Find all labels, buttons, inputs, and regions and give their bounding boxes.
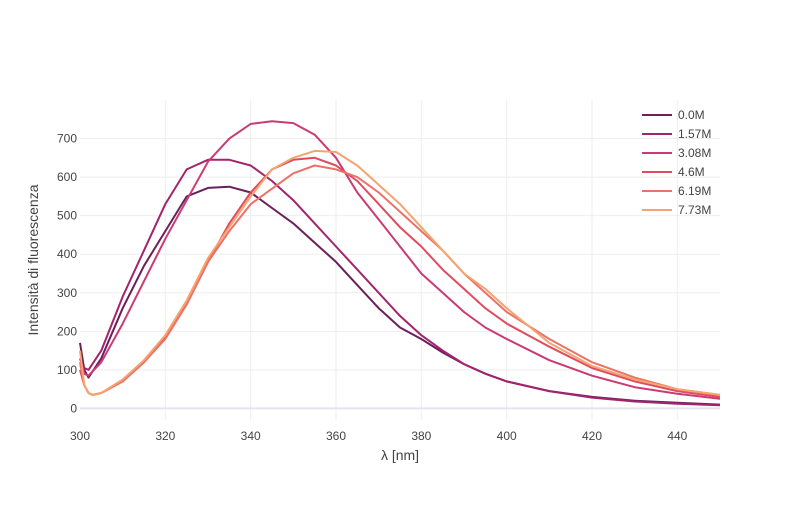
- series-line-5[interactable]: [79, 149, 721, 396]
- series-line-1[interactable]: [79, 158, 721, 407]
- y-tick-label: 0: [70, 401, 77, 415]
- legend-item[interactable]: 0.0M: [642, 108, 705, 122]
- y-tick-label: 500: [57, 209, 77, 223]
- series-lines: [79, 120, 721, 407]
- x-tick-label: 440: [667, 429, 687, 443]
- legend-label: 7.73M: [678, 203, 711, 217]
- grid-lines: [80, 100, 720, 420]
- y-tick-label: 700: [57, 132, 77, 146]
- series-line-4[interactable]: [79, 164, 721, 396]
- y-axis-label: Intensità di fluorescenza: [25, 184, 41, 335]
- y-tick-label: 400: [57, 247, 77, 261]
- legend-item[interactable]: 1.57M: [642, 127, 711, 141]
- x-tick-label: 340: [241, 429, 261, 443]
- legend-item[interactable]: 6.19M: [642, 184, 711, 198]
- x-tick-label: 420: [582, 429, 602, 443]
- x-tick-label: 320: [155, 429, 175, 443]
- legend[interactable]: 0.0M 1.57M 3.08M 4.6M 6.19M 7.73M: [642, 108, 711, 217]
- x-tick-label: 360: [326, 429, 346, 443]
- x-tick-label: 380: [411, 429, 431, 443]
- legend-label: 1.57M: [678, 127, 711, 141]
- x-tick-label: 300: [70, 429, 90, 443]
- axes: 300 320 340 360 380 400 420 440 0 100 200 300 400 500…: [57, 132, 688, 443]
- legend-item[interactable]: 4.6M: [642, 165, 705, 179]
- legend-item[interactable]: 3.08M: [642, 146, 711, 160]
- y-tick-label: 100: [57, 363, 77, 377]
- y-tick-label: 600: [57, 170, 77, 184]
- series-line-2[interactable]: [79, 120, 721, 400]
- legend-label: 6.19M: [678, 184, 711, 198]
- legend-label: 4.6M: [678, 165, 705, 179]
- legend-label: 0.0M: [678, 108, 705, 122]
- x-axis-label: λ [nm]: [381, 447, 419, 463]
- legend-item[interactable]: 7.73M: [642, 203, 711, 217]
- legend-label: 3.08M: [678, 146, 711, 160]
- y-tick-label: 300: [57, 286, 77, 300]
- y-tick-label: 200: [57, 324, 77, 338]
- series-line-3[interactable]: [79, 156, 721, 398]
- x-tick-label: 400: [497, 429, 517, 443]
